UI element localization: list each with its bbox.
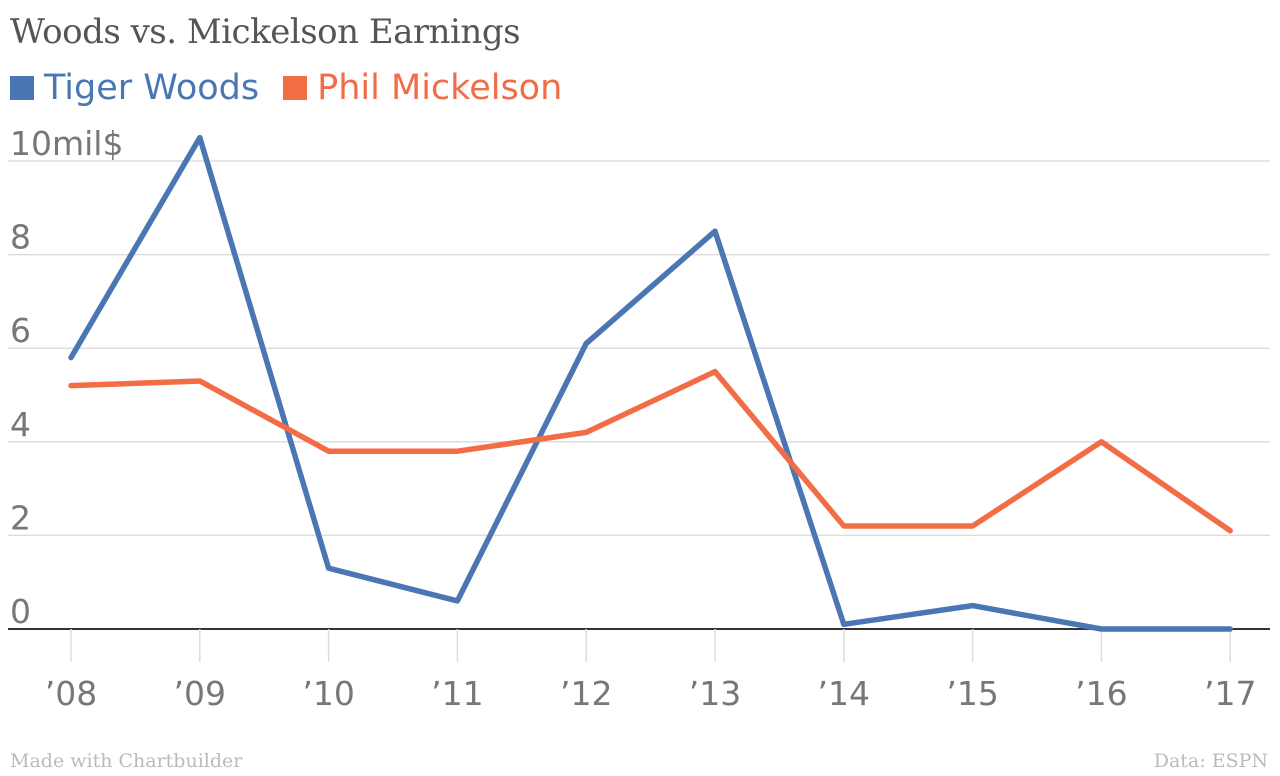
- legend-swatch-phil-mickelson: [283, 76, 308, 100]
- legend-label-tiger-woods: Tiger Woods: [44, 68, 260, 108]
- footer-source: Data: ESPN: [1153, 750, 1268, 772]
- x-tick-label-5: ’13: [689, 674, 741, 713]
- gridlines: [8, 160, 1270, 630]
- y-tick-label-10: 10mil$: [10, 124, 123, 163]
- x-tick-label-8: ’16: [1075, 674, 1127, 713]
- series-lines: [68, 134, 1233, 632]
- series-line-phil-mickelson: [68, 368, 1233, 534]
- x-tick-label-9: ’17: [1204, 674, 1256, 713]
- series-line-tiger-woods: [68, 134, 1233, 632]
- y-tick-label-4: 4: [10, 405, 31, 444]
- legend-swatch-tiger-woods: [10, 76, 34, 100]
- footer-credit: Made with Chartbuilder: [10, 750, 243, 772]
- legend-label-phil-mickelson: Phil Mickelson: [317, 68, 563, 108]
- y-tick-label-6: 6: [10, 311, 31, 350]
- legend-item-tiger-woods: Tiger Woods: [10, 68, 259, 108]
- x-tick-label-7: ’15: [946, 674, 998, 713]
- x-tick-label-1: ’09: [174, 674, 226, 713]
- legend-item-phil-mickelson: Phil Mickelson: [283, 68, 562, 108]
- x-tick-label-0: ’08: [45, 674, 97, 713]
- legend: Tiger Woods Phil Mickelson: [10, 68, 586, 108]
- y-tick-label-0: 0: [10, 592, 31, 631]
- y-tick-label-2: 2: [10, 498, 31, 537]
- x-axis-ticks: ’08 ’09 ’10 ’11 ’12 ’13 ’14 ’15 ’16 ’17: [45, 629, 1256, 713]
- y-axis-tick-labels: 0 2 4 6 8 10mil$: [10, 124, 123, 631]
- chart-title: Woods vs. Mickelson Earnings: [10, 12, 521, 52]
- x-tick-label-6: ’14: [818, 674, 870, 713]
- x-tick-label-3: ’11: [431, 674, 483, 713]
- x-tick-label-4: ’12: [560, 674, 612, 713]
- x-tick-label-2: ’10: [302, 674, 354, 713]
- y-tick-label-8: 8: [10, 218, 31, 257]
